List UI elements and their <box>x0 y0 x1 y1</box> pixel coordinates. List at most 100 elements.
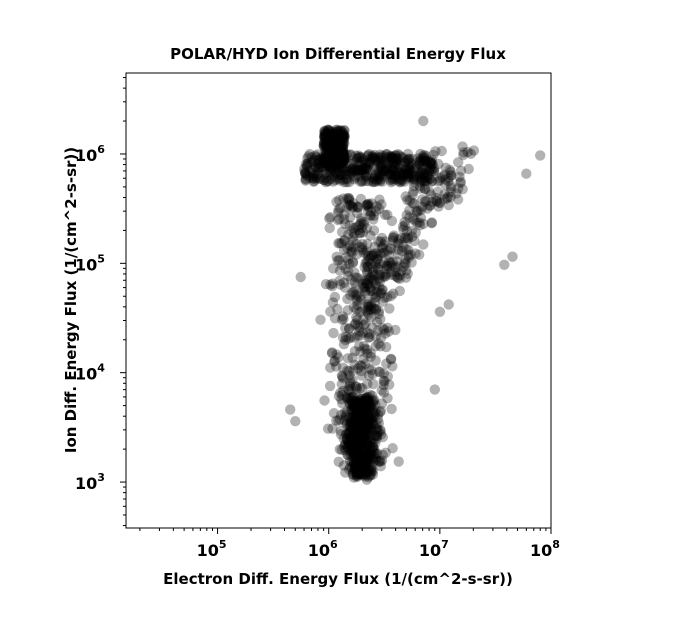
data-point <box>387 170 399 181</box>
data-point <box>343 323 355 334</box>
data-point <box>322 154 333 165</box>
data-point <box>368 433 379 444</box>
data-point <box>349 442 361 454</box>
data-point <box>362 415 374 426</box>
data-point <box>353 220 364 231</box>
data-point <box>327 143 338 155</box>
data-point <box>375 248 386 260</box>
data-point <box>424 163 436 174</box>
data-point <box>402 165 414 176</box>
data-point <box>379 271 390 282</box>
data-point <box>349 430 361 441</box>
data-point <box>321 158 332 169</box>
data-point <box>406 257 417 268</box>
data-point <box>349 434 360 446</box>
data-point <box>364 456 375 468</box>
data-point <box>358 247 369 258</box>
data-point <box>356 418 367 429</box>
data-point <box>373 173 384 185</box>
data-point <box>376 152 387 164</box>
data-point <box>319 125 331 136</box>
data-point <box>401 155 413 166</box>
data-point <box>350 409 362 420</box>
data-point <box>321 128 333 139</box>
data-point <box>454 171 465 182</box>
y-tick-label: 105 <box>75 252 105 274</box>
data-point <box>339 125 350 136</box>
data-point <box>342 243 353 254</box>
data-point <box>353 171 364 182</box>
data-point <box>422 175 433 187</box>
data-point <box>350 446 361 457</box>
data-point <box>341 428 352 440</box>
data-point <box>368 250 380 261</box>
data-point <box>407 231 418 242</box>
data-point <box>338 149 349 160</box>
data-point <box>320 172 331 184</box>
data-point <box>362 298 374 310</box>
data-point <box>353 451 364 463</box>
data-point <box>338 156 349 167</box>
data-point <box>332 214 344 226</box>
data-point <box>334 149 345 160</box>
data-point <box>347 365 359 376</box>
data-point <box>347 374 358 386</box>
data-point <box>355 291 366 302</box>
data-point <box>343 440 355 451</box>
data-point <box>358 405 369 416</box>
outlier-point <box>429 384 440 395</box>
data-point <box>389 165 400 177</box>
data-point <box>324 141 335 152</box>
data-point <box>374 203 385 214</box>
data-point <box>333 135 345 147</box>
data-point <box>310 170 321 181</box>
data-point <box>368 419 379 430</box>
data-point <box>345 431 357 442</box>
data-point <box>352 422 363 434</box>
data-point <box>362 396 373 407</box>
x-axis-label: Electron Diff. Energy Flux (1/(cm^2-s-sr… <box>163 570 513 588</box>
data-point <box>300 174 312 185</box>
outlier-point <box>521 168 532 179</box>
data-point <box>300 159 312 170</box>
data-point <box>339 407 350 418</box>
data-point <box>358 425 369 437</box>
data-point <box>358 422 369 434</box>
data-point <box>415 176 426 188</box>
data-point <box>346 456 357 468</box>
data-point <box>458 149 469 161</box>
data-point <box>399 157 410 168</box>
data-point <box>321 158 332 170</box>
data-point <box>361 404 372 415</box>
data-point <box>357 406 368 417</box>
outlier-point <box>443 299 454 310</box>
data-point <box>366 426 377 437</box>
data-point <box>362 261 373 273</box>
data-point <box>322 124 334 136</box>
data-point <box>414 166 425 177</box>
data-point <box>375 288 386 299</box>
data-point <box>336 226 348 238</box>
data-point <box>338 131 350 142</box>
data-point <box>416 174 427 186</box>
data-point <box>357 418 368 429</box>
data-point <box>367 150 378 161</box>
data-point <box>357 244 368 255</box>
data-point <box>359 163 370 174</box>
data-point <box>367 285 378 296</box>
data-point <box>365 399 376 410</box>
data-point <box>343 385 355 396</box>
data-point <box>322 423 334 434</box>
data-point <box>335 146 346 157</box>
data-point <box>395 174 407 185</box>
data-point <box>437 171 448 182</box>
data-point <box>380 328 391 339</box>
data-point <box>424 173 435 184</box>
data-point <box>365 153 376 164</box>
data-point <box>340 218 351 230</box>
data-point <box>358 353 369 365</box>
data-point <box>349 447 361 458</box>
data-point <box>374 167 385 178</box>
data-point <box>351 443 362 455</box>
data-point <box>330 139 341 150</box>
